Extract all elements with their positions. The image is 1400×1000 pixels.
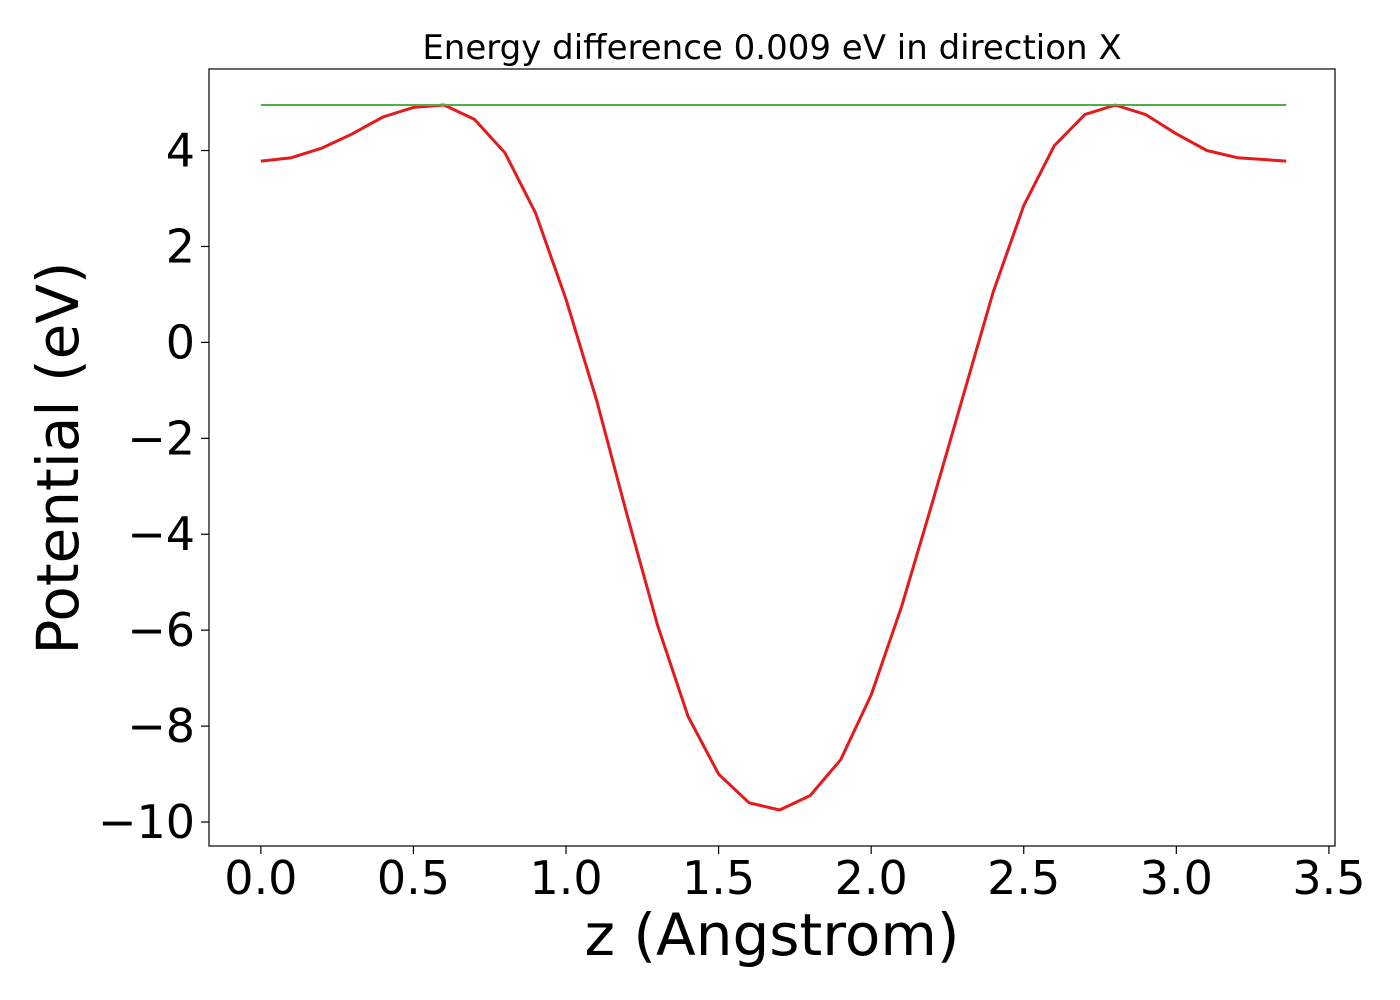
- x-tick-label: 2.5: [987, 851, 1060, 905]
- plot-area: [260, 103, 1287, 812]
- y-tick-label: −10: [98, 795, 195, 849]
- y-tick-label: 2: [166, 219, 195, 273]
- series-line-0: [260, 103, 1287, 812]
- y-tick-label: −4: [127, 507, 195, 561]
- y-tick-label: −2: [127, 411, 195, 465]
- y-axis: 4 2 0 −2 −4 −6 −8 −10: [98, 124, 209, 849]
- y-axis-title: Potential (eV): [24, 261, 92, 654]
- x-tick-label: 3.0: [1140, 851, 1213, 905]
- y-tick-label: −8: [127, 699, 195, 753]
- x-tick-label: 3.5: [1292, 851, 1365, 905]
- y-tick-label: −6: [127, 603, 195, 657]
- y-tick-label: 0: [166, 315, 195, 369]
- x-axis: 0.0 0.5 1.0 1.5 2.0 2.5 3.0 3.5: [224, 846, 1365, 905]
- chart-title: Energy difference 0.009 eV in direction …: [422, 28, 1121, 68]
- plot-frame: [208, 68, 1336, 847]
- x-tick-label: 2.0: [835, 851, 908, 905]
- x-tick-label: 1.0: [529, 851, 602, 905]
- y-tick-label: 4: [166, 124, 195, 178]
- x-axis-title: z (Angstrom): [585, 901, 960, 969]
- x-tick-label: 1.5: [682, 851, 755, 905]
- x-tick-label: 0.0: [224, 851, 297, 905]
- x-tick-label: 0.5: [377, 851, 450, 905]
